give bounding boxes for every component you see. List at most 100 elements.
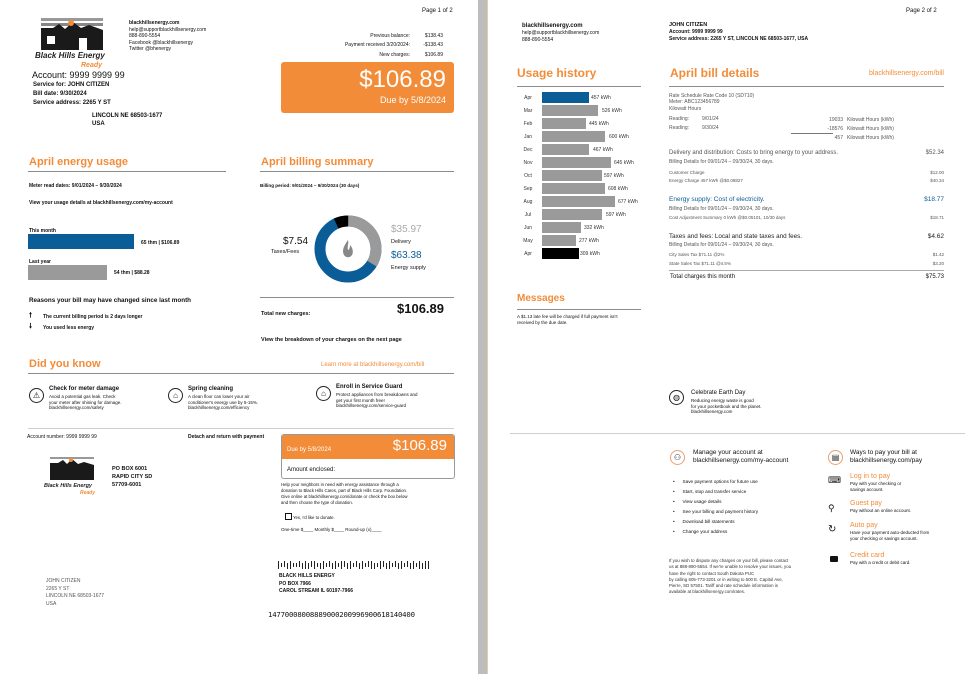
new-charges-value: $106.89 <box>424 52 443 58</box>
service-address-country: USA <box>92 121 105 127</box>
learn-more-link[interactable]: Learn more at blackhillsenergy.com/bill <box>321 362 425 368</box>
pay-link[interactable]: blackhillsenergy.com/pay <box>850 457 923 464</box>
line-item-value: $18.71 <box>930 215 944 220</box>
earth-day-link[interactable]: blackhillsenergy.com <box>691 409 733 414</box>
support-email[interactable]: help@supportblackhillsenergy.com <box>129 26 207 33</box>
list-item: • View usage details <box>673 499 722 504</box>
page-gutter <box>478 0 488 674</box>
total-charges-label: Total charges this month <box>670 274 736 280</box>
line-item-label: State Sales Tax $71.11 @4.5% <box>669 261 731 266</box>
delivery-section-title: Delivery and distribution: Costs to brin… <box>669 150 839 156</box>
supply-section-title: Energy supply: Cost of electricity. <box>669 196 765 203</box>
view-usage-link[interactable]: View your usage details at blackhillsene… <box>29 200 173 206</box>
energy-supply-label: Energy supply <box>391 265 426 271</box>
svg-text:Black Hills Energy: Black Hills Energy <box>44 483 93 489</box>
service-address-city: LINCOLN NE 68503-1677 <box>92 113 163 119</box>
due-date: Due by 5/8/2024 <box>379 95 446 105</box>
usage-bar-row: Mar 526 kWh <box>517 105 667 117</box>
delivery-billing-details: Billing Details for 09/01/24 – 09/30/24,… <box>669 159 774 165</box>
usage-bar-row: Jun 332 kWh <box>517 222 667 234</box>
page-indicator: Page 1 of 2 <box>422 8 453 14</box>
customer-mailing-address: JOHN CITIZEN 2265 Y ST LINCOLN NE 68503-… <box>46 578 105 607</box>
credit-card-icon <box>830 556 838 562</box>
did-you-know-title: Did you know <box>29 358 101 370</box>
support-email[interactable]: help@supportblackhillsenergy.com <box>522 30 600 36</box>
line-item-label: City Sales Tax $71.11 @2% <box>669 252 725 257</box>
stub-account-number: Account number: 9999 9999 99 <box>27 434 97 440</box>
payment-received-label: Payment received 3/20/2024: <box>344 42 410 48</box>
taxes-billing-details: Billing Details for 09/01/24 – 09/30/24,… <box>669 242 774 248</box>
pay-option-title[interactable]: Guest pay <box>850 500 882 507</box>
arrow-down-icon: 🠗 <box>29 323 33 330</box>
donation-info: Help your neighbors in need with energy … <box>281 482 408 505</box>
usage-bar-row: Apr 309 kWh <box>517 248 667 260</box>
website-link[interactable]: blackhillsenergy.com <box>522 23 583 29</box>
amount-due-box: $106.89 Due by 5/8/2024 <box>281 62 454 113</box>
page-indicator: Page 2 of 2 <box>906 8 937 14</box>
pay-option-title[interactable]: Auto pay <box>850 522 878 529</box>
my-account-link[interactable]: blackhillsenergy.com/my-account <box>693 457 789 464</box>
tip-title: Check for meter damage <box>49 386 120 392</box>
user-account-icon: ⚇ <box>670 450 685 465</box>
taxes-section-title: Taxes and fees: Local and state taxes an… <box>669 233 803 240</box>
customer-account: Account: 9999 9999 99 <box>669 29 723 35</box>
meter-read-dates: Meter read dates: 9/01/2024 – 9/30/2024 <box>29 183 122 189</box>
customer-name: JOHN CITIZEN <box>669 22 708 28</box>
usage-bar-row: Dec 467 kWh <box>517 144 667 156</box>
earth-day-body: Reducing energy waste is good for your p… <box>691 398 762 414</box>
amount-enclosed-field[interactable]: Amount enclosed: <box>287 467 336 473</box>
arrow-up-icon: 🠕 <box>29 312 33 319</box>
pay-option-title[interactable]: Credit card <box>850 552 885 559</box>
bill-details-link[interactable]: blackhillsenergy.com/bill <box>869 70 944 77</box>
taxes-section-total: $4.62 <box>927 233 944 240</box>
stub-amount: $106.89 <box>392 437 447 454</box>
tip-body: Avoid a potential gas leak. Check your m… <box>49 394 122 410</box>
list-item: • Save payment options for future use <box>673 479 758 484</box>
pay-option-title[interactable]: Log in to pay <box>850 473 891 480</box>
usage-bar-row: Jan 600 kWh <box>517 131 667 143</box>
tip-title: Spring cleaning <box>188 386 234 392</box>
stub-logo: Black Hills Energy Ready <box>44 456 104 496</box>
last-year-label: Last year <box>29 259 51 265</box>
reasons-title: Reasons your bill may have changed since… <box>29 297 192 304</box>
this-month-label: This month <box>29 228 56 234</box>
phone-number: 888-890-5554 <box>522 36 554 43</box>
meter-id: Meter: ABC123456789 <box>669 99 720 106</box>
website-link[interactable]: blackhillsenergy.com <box>129 20 180 26</box>
billing-donut-chart <box>313 214 383 284</box>
usage-bar-row: May 277 kWh <box>517 235 667 247</box>
tip-link[interactable]: blackhillsenergy.com/service-guard <box>336 403 406 408</box>
message-text: A $1.13 late fee will be charged if full… <box>517 314 618 325</box>
bill-page-1: Page 1 of 2 Black Hills Energy Ready bla… <box>0 0 478 674</box>
usage-history-title: Usage history <box>517 66 597 80</box>
tip-link[interactable]: blackhillsenergy.com/safety <box>49 405 104 410</box>
refresh-icon: ↻ <box>828 524 837 535</box>
donation-options[interactable]: One-time $____ Monthly $____ Round-up (x… <box>281 527 382 532</box>
laptop-icon: ⌨ <box>828 475 841 485</box>
usage-bar-row: Feb 445 kWh <box>517 118 667 130</box>
usage-bar-row: Jul 597 kWh <box>517 209 667 221</box>
energy-usage-title: April energy usage <box>29 156 129 168</box>
delivery-value: $35.97 <box>391 224 422 235</box>
delivery-section-total: $52.34 <box>925 150 944 156</box>
usage-bar-row: Sep 608 kWh <box>517 183 667 195</box>
ways-to-pay-heading: Ways to pay your bill at blackhillsenerg… <box>850 449 923 464</box>
billing-summary-title: April billing summary <box>261 156 374 168</box>
tip-link[interactable]: blackhillsenergy.com/efficiency <box>188 405 250 410</box>
messages-title: Messages <box>517 293 565 304</box>
total-new-charges-label: Total new charges: <box>261 311 311 317</box>
line-item-label: Energy Charge 457 kWh @$0.08827 <box>669 178 743 183</box>
postal-barcode <box>278 556 432 569</box>
donate-checkbox[interactable] <box>285 513 292 520</box>
bill-details-title: April bill details <box>670 66 760 80</box>
billing-period: Billing period: 9/01/2024 – 9/30/2024 (3… <box>260 183 360 188</box>
customer-header: JOHN CITIZEN Account: 9999 9999 99 Servi… <box>669 22 808 43</box>
account-number: Account: 9999 9999 99 <box>32 70 125 80</box>
svg-text:Black Hills Energy: Black Hills Energy <box>35 51 105 60</box>
pay-option-desc: Have your payment auto-deducted from you… <box>850 530 930 541</box>
list-item: • Change your address <box>673 529 728 534</box>
manage-features-list: • Save payment options for future use • … <box>673 477 758 537</box>
list-item: • Start, stop and transfer service <box>673 489 747 494</box>
bill-date: Bill date: 9/30/2024 <box>33 91 87 97</box>
amount-due: $106.89 <box>359 66 446 93</box>
